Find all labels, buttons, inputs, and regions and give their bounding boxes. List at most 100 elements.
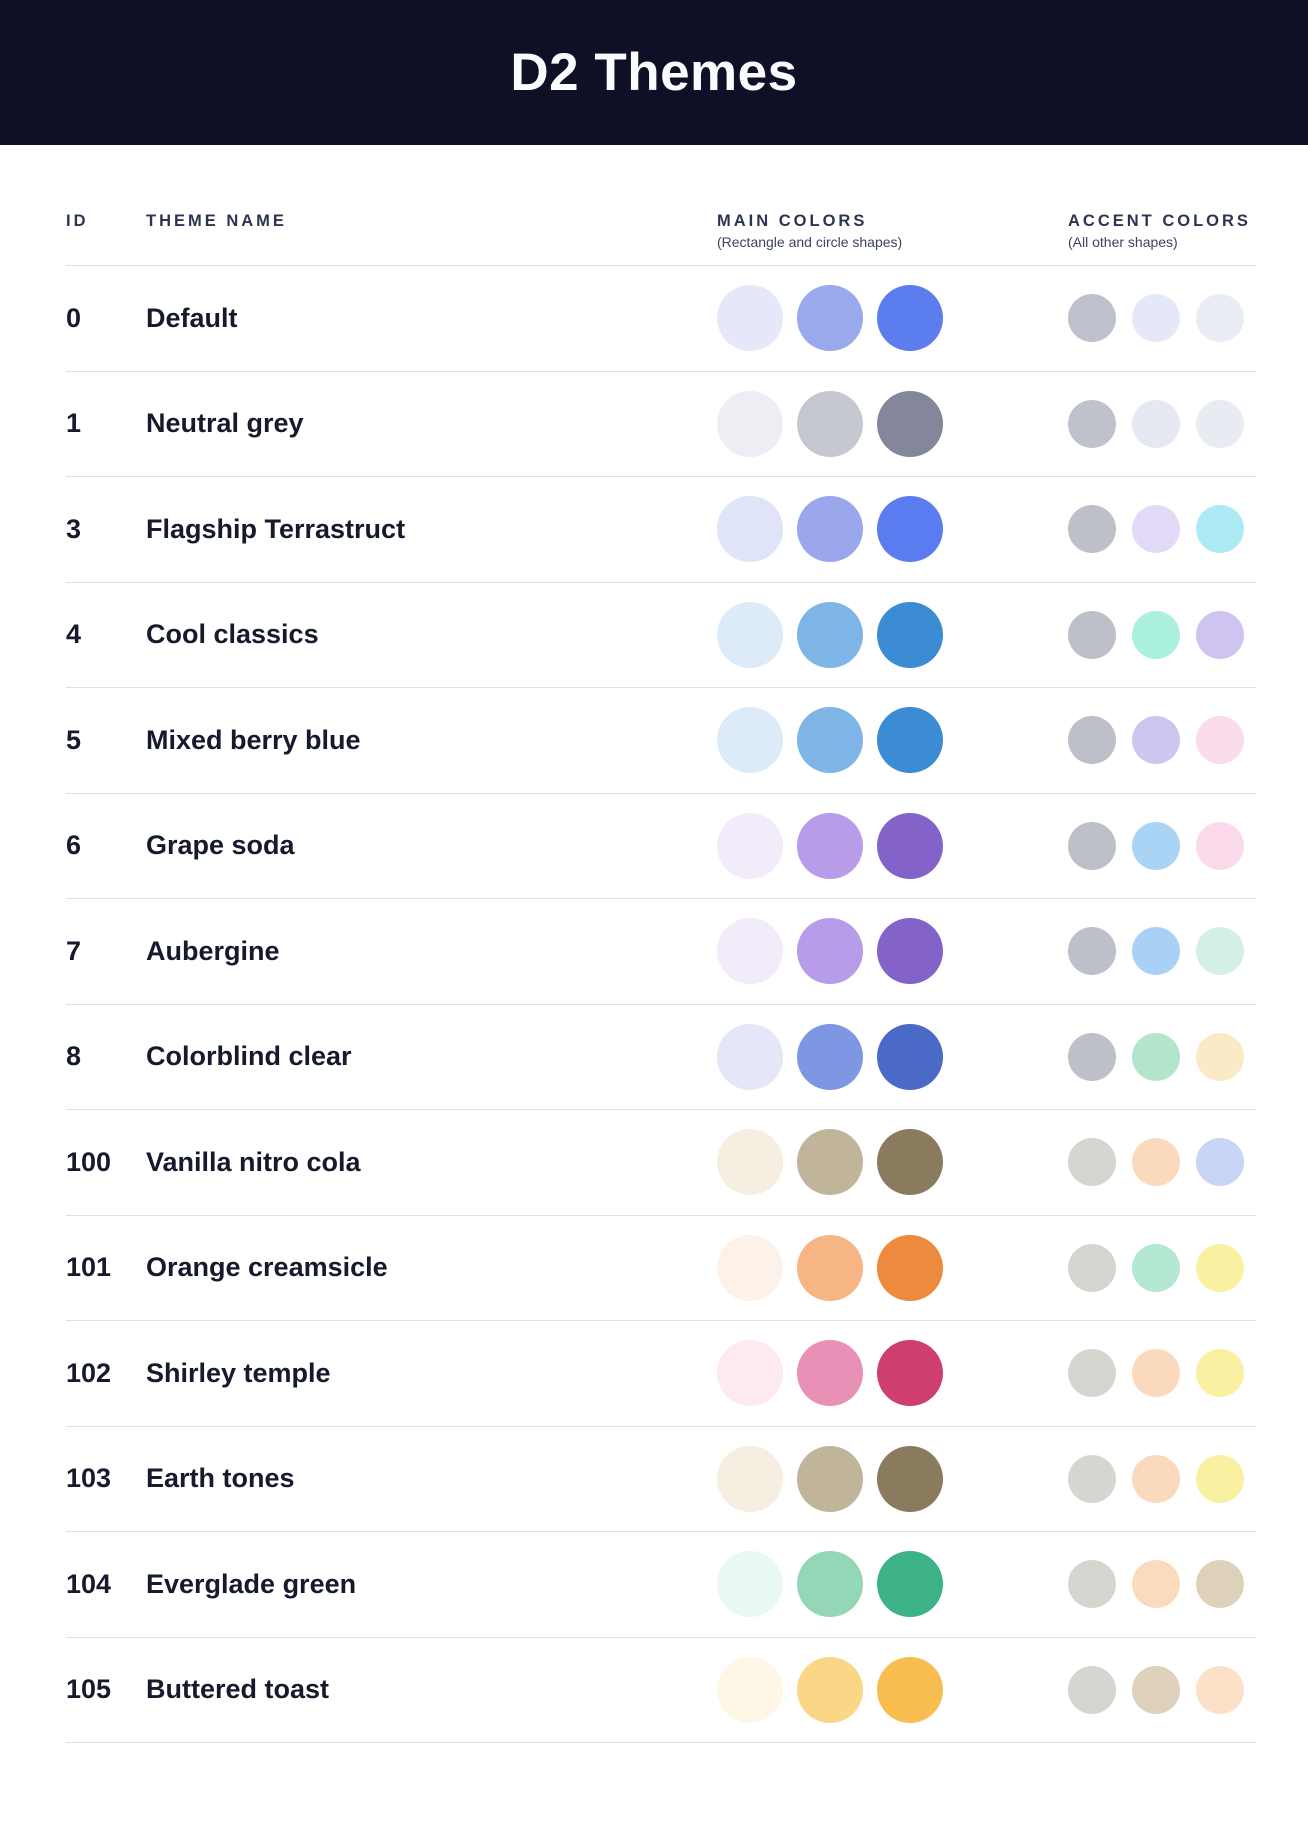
- theme-id: 8: [66, 1041, 82, 1072]
- theme-name: Shirley temple: [146, 1357, 331, 1388]
- theme-name: Everglade green: [146, 1568, 357, 1599]
- theme-id: 103: [66, 1463, 112, 1494]
- accent-color-swatch: [1196, 1349, 1244, 1398]
- accent-color-swatch: [1132, 294, 1180, 343]
- accent-color-swatch: [1132, 821, 1180, 870]
- theme-name: Vanilla nitro cola: [146, 1146, 361, 1177]
- accent-color-swatch: [1132, 1138, 1180, 1187]
- accent-color-swatches: [1066, 610, 1256, 659]
- accent-color-swatch: [1196, 1665, 1244, 1714]
- theme-id: 102: [66, 1357, 112, 1388]
- accent-color-swatch: [1068, 610, 1116, 659]
- main-color-swatches: [717, 1445, 1066, 1512]
- theme-row: 101 Orange creamsicle: [66, 1216, 1256, 1321]
- theme-name: Earth tones: [146, 1463, 295, 1494]
- main-color-swatches: [717, 601, 1066, 668]
- theme-name: Grape soda: [146, 830, 295, 861]
- main-color-swatches: [717, 707, 1066, 774]
- accent-color-swatches: [1066, 399, 1256, 448]
- accent-color-swatches: [1066, 1032, 1256, 1081]
- theme-id: 101: [66, 1252, 112, 1283]
- theme-id: 0: [66, 302, 82, 333]
- accent-color-swatch: [1132, 1032, 1180, 1081]
- theme-name: Mixed berry blue: [146, 724, 361, 755]
- column-header-accent-colors: ACCENT COLORS (All other shapes): [1066, 211, 1256, 252]
- main-color-swatch: [717, 1340, 783, 1407]
- accent-color-swatch: [1132, 399, 1180, 448]
- theme-id: 7: [66, 935, 82, 966]
- accent-color-swatch: [1068, 1349, 1116, 1398]
- theme-row: 105 Buttered toast: [66, 1638, 1256, 1743]
- main-color-swatch: [877, 1445, 943, 1512]
- main-color-swatch: [797, 707, 863, 774]
- accent-color-swatch: [1196, 1243, 1244, 1292]
- column-header-main-colors: MAIN COLORS (Rectangle and circle shapes…: [717, 211, 1066, 252]
- main-color-swatch: [717, 1656, 783, 1723]
- column-header-accent-colors-label: ACCENT COLORS: [1068, 212, 1251, 230]
- main-color-swatch: [717, 285, 783, 352]
- main-color-swatch: [717, 1551, 783, 1618]
- main-color-swatch: [877, 1129, 943, 1196]
- accent-color-swatches: [1066, 1560, 1256, 1609]
- main-color-swatch: [797, 285, 863, 352]
- theme-row: 1 Neutral grey: [66, 372, 1256, 477]
- accent-color-swatch: [1132, 1243, 1180, 1292]
- accent-color-swatch: [1196, 1560, 1244, 1609]
- column-header-theme-name: THEME NAME: [146, 211, 717, 231]
- main-color-swatch: [717, 1023, 783, 1090]
- theme-row: 5 Mixed berry blue: [66, 688, 1256, 794]
- main-color-swatch: [797, 390, 863, 457]
- accent-color-swatches: [1066, 1138, 1256, 1187]
- accent-color-swatch: [1132, 927, 1180, 976]
- column-header-id: ID: [66, 211, 146, 231]
- accent-color-swatch: [1196, 1032, 1244, 1081]
- accent-color-swatches: [1066, 1243, 1256, 1292]
- main-color-swatches: [717, 1234, 1066, 1301]
- accent-color-swatches: [1066, 294, 1256, 343]
- accent-color-swatch: [1196, 399, 1244, 448]
- main-color-swatches: [717, 1656, 1066, 1723]
- theme-row: 0 Default: [66, 266, 1256, 372]
- accent-color-swatches: [1066, 1454, 1256, 1503]
- main-color-swatches: [717, 390, 1066, 457]
- theme-name: Buttered toast: [146, 1674, 330, 1705]
- accent-color-swatches: [1066, 716, 1256, 765]
- accent-color-swatch: [1068, 821, 1116, 870]
- theme-name: Cool classics: [146, 619, 319, 650]
- main-color-swatch: [877, 1234, 943, 1301]
- main-color-swatch: [877, 390, 943, 457]
- main-color-swatch: [797, 1445, 863, 1512]
- main-color-swatch: [717, 918, 783, 985]
- accent-color-swatch: [1068, 1665, 1116, 1714]
- page-title: D2 Themes: [510, 43, 798, 102]
- main-color-swatch: [717, 601, 783, 668]
- accent-color-swatches: [1066, 505, 1256, 554]
- theme-row: 100 Vanilla nitro cola: [66, 1110, 1256, 1216]
- main-color-swatches: [717, 1340, 1066, 1407]
- accent-color-swatch: [1132, 505, 1180, 554]
- main-color-swatch: [717, 707, 783, 774]
- main-color-swatch: [797, 1129, 863, 1196]
- accent-color-swatch: [1196, 716, 1244, 765]
- accent-color-swatch: [1132, 1349, 1180, 1398]
- main-color-swatch: [877, 601, 943, 668]
- theme-name: Orange creamsicle: [146, 1252, 388, 1283]
- theme-id: 3: [66, 513, 82, 544]
- main-color-swatch: [797, 1234, 863, 1301]
- theme-table-body: 0 Default 1 Neutral grey 3 Flagship Terr…: [66, 266, 1256, 1743]
- accent-color-swatch: [1068, 399, 1116, 448]
- accent-color-swatches: [1066, 821, 1256, 870]
- theme-id: 4: [66, 619, 82, 650]
- main-color-swatch: [717, 1445, 783, 1512]
- theme-row: 104 Everglade green: [66, 1532, 1256, 1638]
- main-color-swatches: [717, 496, 1066, 563]
- theme-row: 7 Aubergine: [66, 899, 1256, 1005]
- main-color-swatch: [717, 496, 783, 563]
- column-header-main-colors-subtitle: (Rectangle and circle shapes): [717, 234, 903, 250]
- main-color-swatch: [797, 1656, 863, 1723]
- main-color-swatch: [797, 1340, 863, 1407]
- accent-color-swatch: [1068, 1560, 1116, 1609]
- main-color-swatches: [717, 285, 1066, 352]
- table-header-row: ID THEME NAME MAIN COLORS (Rectangle and…: [66, 145, 1256, 266]
- column-header-main-colors-label: MAIN COLORS: [717, 212, 868, 230]
